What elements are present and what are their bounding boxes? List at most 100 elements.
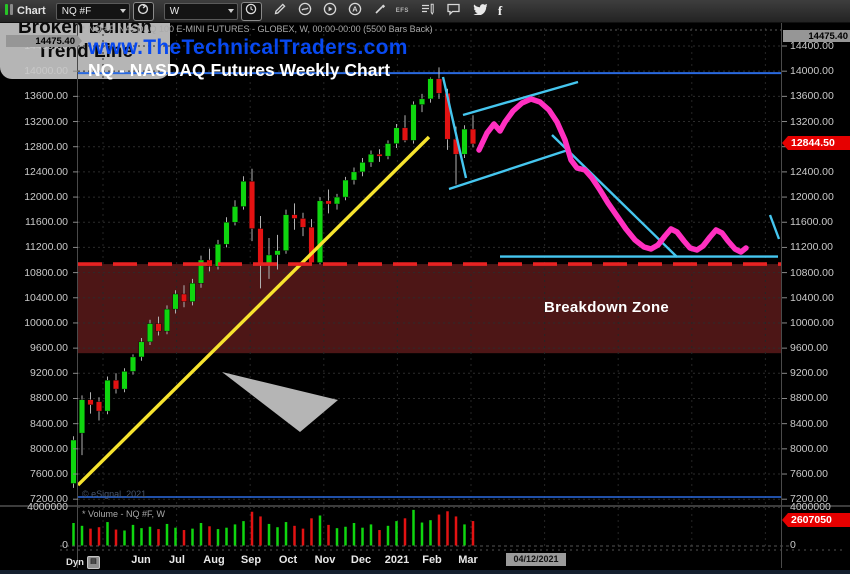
last-volume-tag: 2607050 bbox=[782, 513, 850, 527]
facebook-f-icon: f bbox=[497, 3, 503, 18]
price-tick-label: 13200.00 bbox=[24, 115, 68, 128]
price-tick-label: 8800.00 bbox=[790, 392, 828, 405]
efs-label: EFS bbox=[395, 8, 409, 14]
price-tick-label: 12000.00 bbox=[790, 191, 834, 204]
trendline-tool-button[interactable] bbox=[298, 2, 312, 21]
price-tick-label: 7600.00 bbox=[790, 468, 828, 481]
session-high-tag-left: 14475.40 bbox=[6, 35, 82, 47]
series-title: * NQ #F, NASDAQ 100 E-MINI FUTURES - GLO… bbox=[82, 24, 433, 34]
chevron-down-icon bbox=[227, 9, 234, 13]
price-tick-label: 4000000 bbox=[27, 501, 68, 513]
chart-title: NQ - NASDAQ Futures Weekly Chart bbox=[88, 60, 391, 80]
price-tick-label: 12000.00 bbox=[24, 191, 68, 204]
price-tick-label: 8400.00 bbox=[790, 417, 828, 430]
month-label: Feb bbox=[422, 554, 442, 566]
right-price-axis: 14400.0014000.0013600.0013200.0012800.00… bbox=[781, 0, 850, 574]
price-tick-label: 7600.00 bbox=[30, 468, 68, 481]
month-label: Jun bbox=[131, 554, 151, 566]
wand-tool-button[interactable] bbox=[373, 2, 387, 21]
cursor-date-tag: 04/12/2021 bbox=[506, 553, 566, 566]
chat-button[interactable] bbox=[446, 2, 461, 21]
price-tick-label: 13200.00 bbox=[790, 115, 834, 128]
copyright-label: © eSignal, 2021 bbox=[82, 489, 147, 499]
month-label: Aug bbox=[203, 554, 225, 566]
price-tick-label: 9600.00 bbox=[790, 342, 828, 355]
time-axis: Jun Jul Aug Sep Oct Nov Dec 2021 Feb Mar bbox=[0, 554, 850, 570]
clock-icon bbox=[245, 2, 257, 20]
svg-text:A: A bbox=[352, 4, 358, 13]
symbol-value: NQ #F bbox=[61, 5, 92, 17]
chart-toolbar: Chart NQ #F W bbox=[0, 0, 850, 23]
price-tick-label: 14000.00 bbox=[24, 65, 68, 78]
price-tick-label: 10800.00 bbox=[790, 266, 834, 279]
notes-button[interactable] bbox=[420, 2, 435, 21]
month-label: Nov bbox=[314, 554, 336, 566]
draw-tool-button[interactable] bbox=[273, 2, 287, 21]
pencil-icon bbox=[273, 2, 287, 21]
price-tick-label: 8000.00 bbox=[30, 442, 68, 455]
interval-button[interactable] bbox=[240, 1, 262, 21]
replay-button[interactable] bbox=[323, 2, 337, 21]
price-tick-label: 8000.00 bbox=[790, 442, 828, 455]
session-high-tag-right: 14475.40 bbox=[783, 30, 850, 42]
wand-icon bbox=[373, 2, 387, 21]
facebook-share-button[interactable]: f bbox=[498, 3, 502, 19]
play-circle-icon bbox=[323, 2, 337, 21]
price-tick-label: 13600.00 bbox=[790, 90, 834, 103]
symbol-search-icon bbox=[137, 2, 149, 20]
price-tick-label: 13600.00 bbox=[24, 90, 68, 103]
breakdown-zone-label: Breakdown Zone bbox=[544, 299, 670, 316]
speech-bubble-icon bbox=[446, 2, 461, 21]
price-tick-label: 12400.00 bbox=[24, 165, 68, 178]
alerts-button[interactable]: A bbox=[348, 2, 362, 21]
month-label: Mar bbox=[458, 554, 478, 566]
price-tick-label: 0 bbox=[790, 539, 796, 551]
last-price-tag: 12844.50 bbox=[782, 136, 850, 150]
price-tick-label: 0 bbox=[62, 539, 68, 551]
chevron-down-icon bbox=[119, 9, 126, 13]
month-label: Sep bbox=[240, 554, 262, 566]
list-pencil-icon bbox=[420, 2, 435, 21]
dyn-label: Dyn bbox=[66, 557, 84, 568]
symbol-dropdown[interactable]: NQ #F bbox=[55, 2, 130, 20]
twitter-bird-icon bbox=[472, 2, 488, 20]
twitter-share-button[interactable] bbox=[472, 2, 488, 20]
price-tick-label: 9200.00 bbox=[790, 367, 828, 380]
tab-chart[interactable]: Chart bbox=[5, 2, 46, 20]
page-lock-icon: ▤ bbox=[86, 556, 100, 569]
chart-tab-bars-icon bbox=[5, 2, 13, 20]
price-tick-label: 7200.00 bbox=[790, 493, 828, 506]
price-tick-label: 12400.00 bbox=[790, 165, 834, 178]
symbol-search-button[interactable] bbox=[132, 1, 154, 21]
price-tick-label: 10400.00 bbox=[790, 291, 834, 304]
dyn-scale-button[interactable]: Dyn ▤ bbox=[66, 556, 100, 569]
price-tick-label: 14000.00 bbox=[790, 65, 834, 78]
interval-dropdown[interactable]: W bbox=[163, 2, 238, 20]
price-tick-label: 10000.00 bbox=[790, 316, 834, 329]
price-tick-label: 8400.00 bbox=[30, 417, 68, 430]
price-tick-label: 7200.00 bbox=[30, 493, 68, 506]
price-tick-label: 9600.00 bbox=[30, 342, 68, 355]
interval-value: W bbox=[169, 5, 180, 17]
price-tick-label: 8800.00 bbox=[30, 392, 68, 405]
price-tick-label: 14400.00 bbox=[790, 40, 834, 52]
price-tick-label: 11200.00 bbox=[790, 241, 834, 254]
volume-pane-title: * Volume - NQ #F, W bbox=[82, 509, 166, 519]
price-tick-label: 12800.00 bbox=[24, 140, 68, 153]
watermark-link: www.TheTechnicalTraders.com bbox=[88, 36, 408, 59]
letter-a-circle-icon: A bbox=[348, 2, 362, 21]
price-tick-label: 4000000 bbox=[790, 501, 831, 513]
price-tick-label: 11600.00 bbox=[790, 216, 834, 229]
price-tick-label: 11200.00 bbox=[24, 241, 68, 254]
price-tick-label: 10000.00 bbox=[24, 316, 68, 329]
curve-arrow-icon bbox=[298, 2, 312, 21]
chart-tab-label: Chart bbox=[17, 5, 46, 17]
month-label: Oct bbox=[278, 554, 298, 566]
price-tick-label: 9200.00 bbox=[30, 367, 68, 380]
price-tick-label: 10400.00 bbox=[24, 291, 68, 304]
window-bottom-edge bbox=[0, 570, 850, 574]
month-label: Jul bbox=[169, 554, 185, 566]
month-label: 2021 bbox=[384, 554, 410, 566]
